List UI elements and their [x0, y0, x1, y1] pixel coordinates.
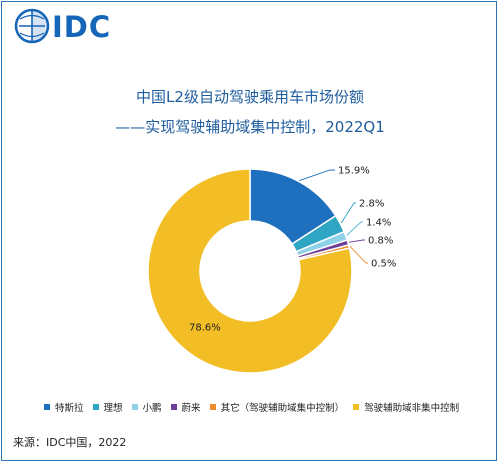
legend-label: 其它（驾驶辅助域集中控制） [220, 403, 345, 414]
data-label-1: 15.9% [338, 166, 370, 177]
legend-item-4: 蔚来 [170, 400, 201, 414]
legend-label: 小鹏 [142, 403, 162, 414]
legend-swatch [353, 404, 360, 410]
data-label-2: 2.8% [359, 199, 384, 210]
leader-line-2 [340, 202, 356, 224]
legend-swatch [131, 404, 138, 410]
leader-line-5 [349, 246, 368, 264]
chart-title: 中国L2级自动驾驶乘用车市场份额 [136, 88, 364, 106]
data-label-4: 0.8% [368, 236, 393, 247]
legend-swatch [170, 404, 177, 410]
idc-logo-icon [14, 8, 50, 44]
legend-item-6: 驾驶辅助域非集中控制 [353, 400, 459, 414]
leader-line-1 [299, 169, 335, 182]
data-label-5: 0.5% [371, 259, 396, 270]
data-label-6: 78.6% [189, 323, 221, 334]
leader-line-3 [346, 221, 363, 236]
legend-item-5: 其它（驾驶辅助域集中控制） [209, 400, 345, 414]
source-note: 来源：IDC中国，2022 [13, 436, 127, 449]
legend-label: 驾驶辅助域非集中控制 [364, 403, 460, 414]
donut-slice-6 [147, 168, 353, 374]
data-label-3: 1.4% [366, 218, 391, 229]
legend-label: 特斯拉 [55, 403, 84, 414]
legend-item-3: 小鹏 [131, 400, 162, 414]
legend-label: 蔚来 [181, 403, 201, 414]
legend-swatch [44, 404, 50, 410]
leader-line-4 [348, 239, 365, 243]
legend-swatch [209, 404, 216, 410]
chart-subtitle: ——实现驾驶辅助域集中控制，2022Q1 [115, 118, 385, 136]
legend-label: 理想 [103, 403, 123, 414]
chart-legend: 特斯拉 理想 小鹏 蔚来 其它（驾驶辅助域集中控制） 驾驶辅助域非集中控制 [44, 400, 468, 414]
idc-logo: IDC [14, 8, 112, 44]
legend-swatch [92, 404, 99, 410]
legend-item-2: 理想 [92, 400, 123, 414]
legend-item-1: 特斯拉 [44, 400, 84, 414]
idc-logo-text: IDC [52, 10, 112, 44]
